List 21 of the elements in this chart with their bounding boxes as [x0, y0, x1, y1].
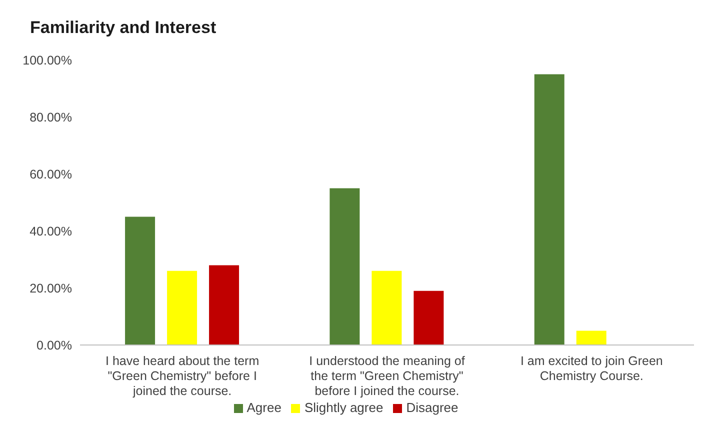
x-tick-label: I have heard about the term "Green Chemistry" before I joined the course.	[106, 354, 260, 398]
legend-label: Slightly agree	[304, 400, 384, 415]
y-tick-label: 40.00%	[30, 224, 72, 238]
bar	[125, 216, 156, 345]
legend-label: Disagree	[406, 400, 458, 415]
bar	[167, 270, 198, 345]
bar	[414, 290, 444, 345]
y-tick-label: 60.00%	[30, 167, 72, 182]
x-tick-label: I understood the meaning of the term "Green Chemistry" before I joined the course.	[309, 354, 466, 398]
bar	[330, 188, 360, 345]
legend-label: Agree	[246, 400, 282, 415]
x-tick-label: I am excited to join Green Chemistry Course.	[520, 354, 663, 383]
y-tick-label: 80.00%	[30, 110, 72, 124]
y-tick-label: 100.00%	[22, 53, 72, 68]
bar	[209, 265, 240, 345]
y-tick-label: 0.00%	[36, 338, 72, 352]
bar	[372, 270, 402, 345]
chart-title: Familiarity and Interest	[30, 18, 216, 38]
bar	[576, 330, 606, 345]
y-tick-label: 20.00%	[30, 281, 72, 296]
bar	[534, 74, 564, 345]
